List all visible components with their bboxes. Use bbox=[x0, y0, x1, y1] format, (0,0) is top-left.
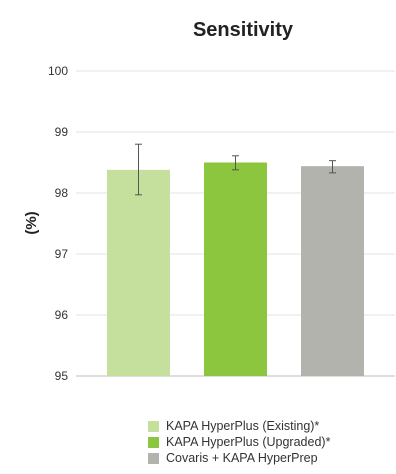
y-tick-label: 100 bbox=[48, 64, 68, 78]
bar bbox=[301, 166, 364, 376]
error-bars bbox=[135, 143, 336, 196]
legend: KAPA HyperPlus (Existing)* KAPA HyperPlus… bbox=[148, 418, 330, 466]
legend-item: KAPA HyperPlus (Existing)* bbox=[148, 418, 330, 434]
legend-label: Covaris + KAPA HyperPrep bbox=[166, 451, 318, 465]
legend-swatch bbox=[148, 420, 159, 432]
legend-label: KAPA HyperPlus (Existing)* bbox=[166, 419, 320, 433]
error-bar bbox=[135, 143, 142, 196]
y-tick-label: 96 bbox=[55, 308, 69, 322]
legend-label: KAPA HyperPlus (Upgraded)* bbox=[166, 435, 331, 449]
y-axis-label: (%) bbox=[23, 211, 40, 234]
legend-swatch bbox=[148, 452, 159, 464]
bars bbox=[107, 162, 364, 376]
y-tick-label: 99 bbox=[55, 125, 69, 139]
y-tick-label: 98 bbox=[55, 186, 69, 200]
y-tick-label: 97 bbox=[55, 247, 69, 261]
y-axis-ticks: 95 96 97 98 99 100 bbox=[48, 64, 68, 383]
error-bar bbox=[329, 160, 336, 174]
error-bar bbox=[232, 155, 239, 171]
legend-item: Covaris + KAPA HyperPrep bbox=[148, 450, 330, 466]
bar bbox=[107, 169, 170, 376]
chart-title: Sensitivity bbox=[193, 19, 294, 41]
legend-swatch bbox=[148, 436, 159, 448]
legend-item: KAPA HyperPlus (Upgraded)* bbox=[148, 434, 330, 450]
y-tick-label: 95 bbox=[55, 369, 69, 383]
bar bbox=[204, 162, 267, 376]
